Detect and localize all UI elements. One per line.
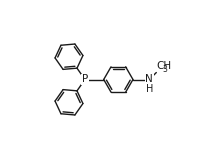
Text: P: P	[82, 75, 88, 84]
Text: H: H	[146, 84, 153, 94]
Text: CH: CH	[157, 61, 172, 71]
Text: N: N	[145, 75, 153, 84]
Text: 3: 3	[163, 65, 168, 74]
